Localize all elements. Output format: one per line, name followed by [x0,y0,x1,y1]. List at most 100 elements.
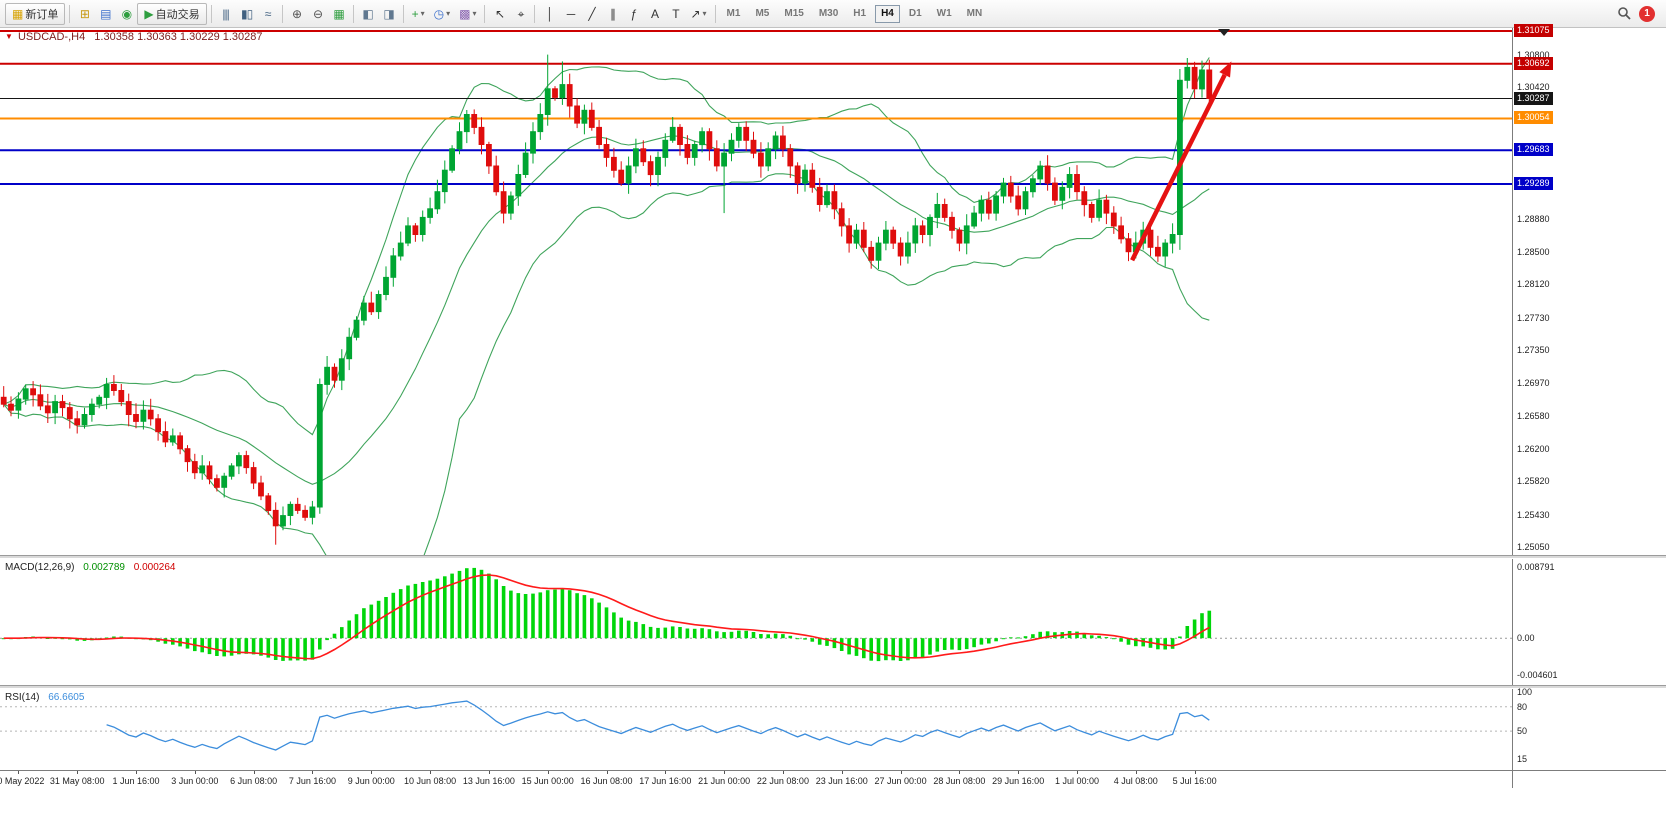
time-axis-label: 22 Jun 08:00 [756,776,809,786]
toolbar-separator [714,4,716,23]
panel-separator[interactable] [0,555,1666,559]
fibonacci-icon[interactable]: ƒ [623,3,643,25]
time-axis-label: 3 Jun 00:00 [171,776,219,786]
templates-button[interactable]: ▩ ▾ [455,3,480,25]
timeframe-d1[interactable]: D1 [908,8,922,19]
zoom-out-icon[interactable]: ⊖ [308,3,328,25]
macd-value-main: 0.002789 [83,562,125,573]
mt4-window: ▦ 新订单 ⊞ ▤ ◉ ▶ 自动交易 ||| ▮▯ ≈ ⊕ ⊖ ▦ ◧ ◨ + ▾ ◷ ▾ ▩ ▾ ↖ ⌖ │ ─ ╱ ∥ ƒ A T ↗ ▾… [0,0,1666,788]
rsi-axis[interactable]: 100 80 50 15 [1512,687,1666,770]
time-axis-label: 21 Jun 00:00 [698,776,751,786]
price-axis-label: 1.25820 [1517,476,1550,487]
macd-axis[interactable]: 0.008791 0.00 -0.004601 [1512,559,1666,685]
time-axis[interactable]: 30 May 2022 31 May 08:00 1 Jun 16:00 3 Jun … [0,770,1512,788]
timeframe-m5[interactable]: M5 [755,8,770,19]
price-axis-label: 1.26580 [1517,411,1550,422]
time-axis-label: 17 Jun 16:00 [639,776,692,786]
time-axis-label: 9 Jun 00:00 [347,776,395,786]
profile-charts-icon[interactable]: ◧ [358,3,378,25]
price-line-badge: 1.30692 [1514,56,1553,70]
macd-value-signal: 0.000264 [133,562,176,573]
timeframe-h4[interactable]: H4 [875,4,900,23]
trendline-icon[interactable]: ╱ [581,3,601,25]
horizontal-line-glyph-icon: ─ [566,6,575,21]
candles-chart-icon[interactable]: ▮▯ [237,3,257,25]
auto-trading-button-label: 自动交易 [155,8,200,21]
price-axis-label: 1.30420 [1517,82,1550,93]
macd-panel[interactable]: MACD(12,26,9) 0.002789 0.000264 [0,559,1512,685]
zoom-in-icon[interactable]: ⊕ [287,3,307,25]
macd-axis-label: 0.00 [1517,633,1535,644]
time-axis-label: 6 Jun 08:00 [230,776,278,786]
label-icon[interactable]: T [665,3,685,25]
panel-separator[interactable] [0,685,1666,689]
tile-windows-icon[interactable]: ▦ [329,3,349,25]
horizontal-line-icon[interactable]: ─ [560,3,580,25]
timeframe-m30[interactable]: M30 [818,8,839,19]
timeframe-mn[interactable]: MN [966,8,983,19]
symbol-marker-icon: ▼ [5,32,13,41]
templates-glyph-icon: ▩ [459,6,470,21]
new-order-button[interactable]: ▦ 新订单 [5,2,66,25]
new-order-button-label: 新订单 [25,8,59,21]
indicator-list-glyph-icon: ⊞ [79,6,90,21]
main-chart-canvas[interactable] [0,28,1512,555]
rsi-label: RSI(14) 66.6605 [5,692,84,703]
line-chart-icon[interactable]: ≈ [258,3,278,25]
crosshair-icon[interactable]: ⌖ [510,3,530,25]
macd-canvas[interactable] [0,559,1512,685]
main-chart-panel[interactable]: ▼ USDCAD-,H4 1.30358 1.30363 1.30229 1.3… [0,28,1512,555]
arrows-icon[interactable]: ↗ ▾ [686,3,710,25]
timeframe-m1[interactable]: M1 [726,8,741,19]
rsi-canvas[interactable] [0,689,1512,770]
line-chart-glyph-icon: ≈ [264,6,272,21]
time-tick [136,771,137,774]
channel-icon[interactable]: ∥ [602,3,622,25]
timeframe-h1[interactable]: H1 [853,8,867,19]
new-chart-button[interactable]: + ▾ [408,3,429,25]
search-icon[interactable] [1613,3,1636,25]
price-axis-label: 1.28500 [1517,246,1550,257]
rsi-axis-label: 80 [1517,701,1528,712]
price-axis-label: 1.26970 [1517,377,1550,388]
text-icon[interactable]: A [644,3,664,25]
time-axis-row: 30 May 2022 31 May 08:00 1 Jun 16:00 3 Jun … [0,770,1666,788]
time-tick [18,771,20,774]
time-tick [900,771,902,774]
time-axis-corner [1512,770,1666,788]
time-axis-label: 1 Jul 00:00 [1054,776,1100,786]
timeframe-m15[interactable]: M15 [784,8,804,19]
price-line-badge: 1.30287 [1514,91,1553,105]
cursor-icon[interactable]: ↖ [489,3,509,25]
time-tick [312,771,314,774]
text-glyph-icon: A [650,6,659,21]
vertical-line-icon[interactable]: │ [539,3,559,25]
price-line-badge: 1.29683 [1514,143,1553,157]
time-tick [782,771,784,774]
time-axis-label: 23 Jun 16:00 [815,776,868,786]
auto-trading-button[interactable]: ▶ 自动交易 [137,2,207,25]
market-watch-icon[interactable]: ▤ [95,3,115,25]
time-axis-label: 31 May 08:00 [49,776,105,786]
price-axis[interactable]: 1.30800 1.30420 1.28880 1.28500 1.28120 1.277… [1512,24,1666,555]
time-tick [606,771,608,774]
crosshair-glyph-icon: ⌖ [517,6,525,21]
new-chart-glyph-icon: + [411,6,419,21]
rsi-name: RSI(14) [5,692,40,703]
time-tick [1018,771,1020,774]
news-broadcast-icon[interactable]: ◉ [116,3,136,25]
time-axis-label: 16 Jun 08:00 [580,776,633,786]
profile-charts-alt-icon[interactable]: ◨ [379,3,399,25]
trendline-glyph-icon: ╱ [588,6,595,21]
time-tick [547,771,549,774]
notification-badge[interactable]: 1 [1639,5,1655,22]
bars-chart-icon[interactable]: ||| [216,3,236,25]
time-tick [959,771,961,774]
rsi-panel[interactable]: RSI(14) 66.6605 [0,689,1512,770]
timeframe-w1[interactable]: W1 [936,8,952,19]
time-axis-label: 4 Jul 08:00 [1113,776,1158,786]
indicator-list-icon[interactable]: ⊞ [74,3,94,25]
toolbar-separator [352,4,354,23]
periods-button[interactable]: ◷ ▾ [430,3,455,25]
price-axis-label: 1.25430 [1517,509,1550,520]
